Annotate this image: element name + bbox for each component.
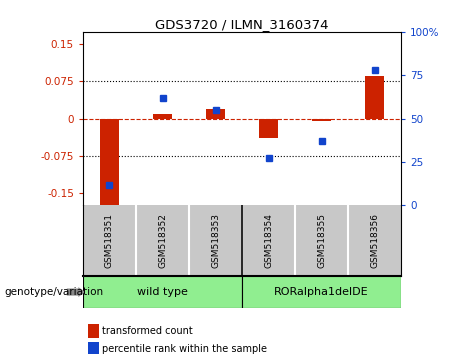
Bar: [100, 119, 119, 205]
Bar: [365, 76, 384, 119]
Title: GDS3720 / ILMN_3160374: GDS3720 / ILMN_3160374: [155, 18, 329, 31]
Text: GSM518356: GSM518356: [370, 213, 379, 268]
Text: percentile rank within the sample: percentile rank within the sample: [102, 344, 267, 354]
Text: GSM518354: GSM518354: [264, 213, 273, 268]
Bar: [83, 276, 242, 308]
Bar: [206, 109, 225, 119]
Text: genotype/variation: genotype/variation: [5, 287, 104, 297]
Bar: [312, 119, 331, 121]
Text: GSM518353: GSM518353: [211, 213, 220, 268]
Bar: [259, 119, 278, 138]
Text: transformed count: transformed count: [102, 326, 193, 336]
Text: GSM518352: GSM518352: [158, 213, 167, 268]
Bar: [153, 114, 172, 119]
Text: GSM518351: GSM518351: [105, 213, 114, 268]
Text: RORalpha1delDE: RORalpha1delDE: [274, 287, 369, 297]
Text: GSM518355: GSM518355: [317, 213, 326, 268]
Bar: [242, 276, 401, 308]
Text: wild type: wild type: [137, 287, 188, 297]
